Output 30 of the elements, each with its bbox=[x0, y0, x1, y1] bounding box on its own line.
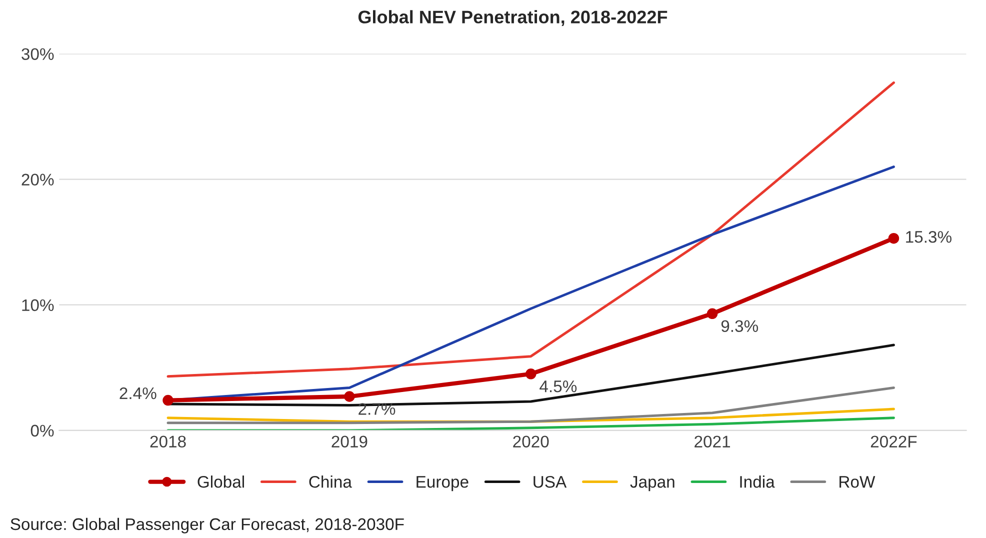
x-tick-label: 2020 bbox=[513, 436, 549, 448]
legend-label: Japan bbox=[630, 476, 674, 492]
x-tick-label: 2019 bbox=[332, 436, 368, 448]
data-label: 9.3% bbox=[721, 320, 758, 332]
x-tick-label: 2018 bbox=[150, 436, 186, 448]
legend-label: USA bbox=[534, 476, 567, 488]
chart-title: Global NEV Penetration, 2018-2022F bbox=[358, 10, 668, 26]
legend-label: Global bbox=[198, 476, 244, 488]
line-series bbox=[166, 81, 895, 378]
legend-label: India bbox=[740, 476, 775, 488]
y-tick-label: 10% bbox=[22, 299, 54, 312]
data-label: 15.3% bbox=[906, 231, 952, 243]
data-label: 2.7% bbox=[358, 403, 396, 415]
point bbox=[706, 308, 718, 320]
point bbox=[344, 391, 355, 402]
legend-label: RoW bbox=[840, 476, 876, 488]
point bbox=[162, 394, 174, 406]
data-label: 2.4% bbox=[120, 387, 156, 400]
line-series bbox=[166, 416, 895, 430]
data-label: 4.5% bbox=[540, 380, 577, 392]
x-tick-label: 2021 bbox=[694, 436, 730, 448]
point bbox=[525, 368, 536, 380]
y-tick-label: 20% bbox=[22, 174, 54, 186]
point bbox=[888, 232, 900, 244]
y-tick-label: 0% bbox=[30, 424, 54, 437]
source-note: Source: Global Passenger Car Forecast, 2018-2030F bbox=[10, 518, 404, 534]
y-tick-label: 30% bbox=[22, 48, 54, 60]
x-tick-label: 2022F bbox=[870, 436, 917, 448]
legend-label: Europe bbox=[416, 476, 468, 492]
legend-label: China bbox=[309, 476, 352, 488]
